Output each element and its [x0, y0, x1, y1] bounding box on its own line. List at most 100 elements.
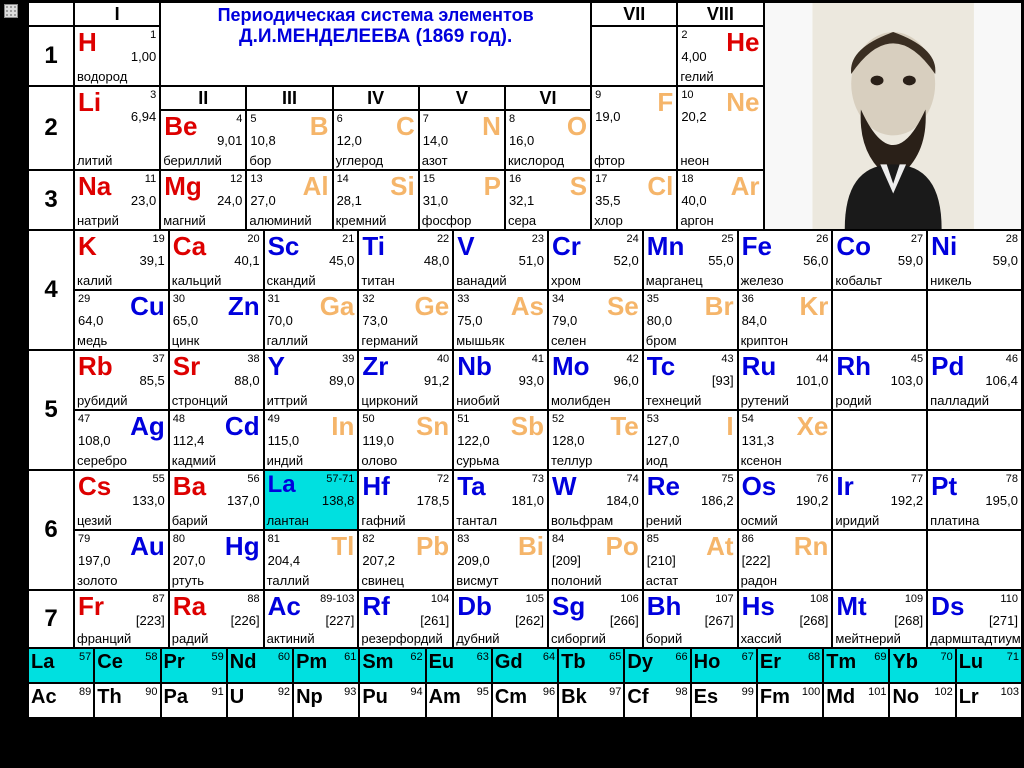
element-symbol: Nb [457, 353, 492, 379]
element-Ba: Ba56137,0барий [169, 470, 264, 530]
atomic-number: 88 [247, 593, 259, 605]
atomic-mass: 103,0 [891, 373, 924, 388]
element-Ni: Ni2859,0никель [927, 230, 1022, 290]
empty-cell [927, 410, 1022, 470]
atomic-number: 74 [627, 473, 639, 485]
grip-icon [4, 4, 18, 18]
atomic-mass: 9,01 [217, 133, 242, 148]
atomic-mass: 85,5 [139, 373, 164, 388]
group-header-IV: IV [333, 86, 419, 110]
element-name: кальций [172, 273, 222, 288]
series-symbol: Er [760, 651, 781, 674]
element-name: магний [163, 213, 206, 228]
atomic-mass: 186,2 [701, 493, 734, 508]
atomic-number: 1 [150, 29, 156, 41]
series-symbol: Bk [561, 686, 587, 709]
element-name: гелий [680, 69, 713, 84]
element-symbol: Cs [78, 473, 111, 499]
actinide-row: Ac89Th90Pa91U92Np93Pu94Am95Cm96Bk97Cf98E… [28, 683, 1022, 718]
element-name: палладий [930, 393, 989, 408]
element-name: ванадий [456, 273, 507, 288]
element-name: рубидий [77, 393, 128, 408]
period-label-1: 1 [28, 26, 74, 86]
element-Ir: Ir77192,2иридий [832, 470, 927, 530]
element-Mo: Mo4296,0молибден [548, 350, 643, 410]
atomic-number: 44 [816, 353, 828, 365]
element-symbol: K [78, 233, 97, 259]
element-Nb: Nb4193,0ниобий [453, 350, 548, 410]
element-symbol: Sg [552, 593, 585, 619]
element-Be: Be49,01бериллий [160, 110, 246, 170]
atomic-mass: [261] [420, 613, 449, 628]
atomic-mass: [210] [647, 553, 676, 568]
element-symbol: Li [78, 89, 101, 115]
element-Po: Po84[209]полоний [548, 530, 643, 590]
atomic-mass: 128,0 [552, 433, 585, 448]
atomic-mass: 65,0 [173, 313, 198, 328]
element-symbol: Cd [225, 413, 260, 439]
group-header-III: III [246, 86, 332, 110]
series-symbol: Gd [495, 651, 523, 674]
atomic-number: 18 [681, 173, 693, 185]
element-Pt: Pt78195,0платина [927, 470, 1022, 530]
element-symbol: I [726, 413, 733, 439]
atomic-number: 52 [552, 413, 564, 425]
element-symbol: O [567, 113, 587, 139]
element-name: технеций [646, 393, 702, 408]
element-I: I53127,0иод [643, 410, 738, 470]
atomic-number: 33 [457, 293, 469, 305]
element-symbol: Db [457, 593, 492, 619]
atomic-mass: [209] [552, 553, 581, 568]
element-symbol: Te [610, 413, 638, 439]
element-At: At85[210]астат [643, 530, 738, 590]
atomic-number: 31 [268, 293, 280, 305]
atomic-number: 77 [911, 473, 923, 485]
atomic-number: 89-103 [320, 593, 354, 605]
element-name: калий [77, 273, 112, 288]
series-symbol: Eu [429, 651, 455, 674]
element-Sn: Sn50119,0олово [358, 410, 453, 470]
element-symbol: Y [268, 353, 285, 379]
series-Pa: Pa91 [161, 683, 227, 718]
element-symbol: As [511, 293, 544, 319]
series-number: 66 [675, 651, 687, 663]
atomic-mass: 51,0 [519, 253, 544, 268]
series-Tm: Tm69 [823, 648, 889, 683]
atomic-number: 38 [247, 353, 259, 365]
atomic-number: 37 [153, 353, 165, 365]
element-symbol: Ge [415, 293, 450, 319]
element-Ca: Ca2040,1кальций [169, 230, 264, 290]
series-number: 91 [212, 686, 224, 698]
element-name: аргон [680, 213, 713, 228]
atomic-number: 104 [431, 593, 449, 605]
series-symbol: Sm [362, 651, 393, 674]
element-name: цирконий [361, 393, 418, 408]
atomic-mass: 6,94 [131, 109, 156, 124]
atomic-number: 22 [437, 233, 449, 245]
element-Hs: Hs108[268]хассий [738, 590, 833, 648]
element-symbol: Cu [130, 293, 165, 319]
element-name: олово [361, 453, 397, 468]
element-Te: Te52128,0теллур [548, 410, 643, 470]
group-header-V: V [419, 86, 505, 110]
element-Tl: Tl81204,4таллий [264, 530, 359, 590]
element-symbol: Po [606, 533, 639, 559]
element-symbol: Au [130, 533, 165, 559]
element-symbol: H [78, 29, 97, 55]
element-Ra: Ra88[226]радий [169, 590, 264, 648]
series-number: 59 [212, 651, 224, 663]
series-Pr: Pr59 [161, 648, 227, 683]
series-number: 94 [410, 686, 422, 698]
element-Ta: Ta73181,0тантал [453, 470, 548, 530]
element-symbol: Ne [726, 89, 759, 115]
element-V: V2351,0ванадий [453, 230, 548, 290]
element-symbol: Mo [552, 353, 590, 379]
element-name: цинк [172, 333, 200, 348]
element-symbol: La [268, 473, 296, 497]
element-Na: Na1123,0натрий [74, 170, 160, 230]
element-name: гафний [361, 513, 405, 528]
series-Pu: Pu94 [359, 683, 425, 718]
element-symbol: Xe [797, 413, 829, 439]
series-Eu: Eu63 [426, 648, 492, 683]
atomic-mass: 138,8 [322, 493, 355, 508]
